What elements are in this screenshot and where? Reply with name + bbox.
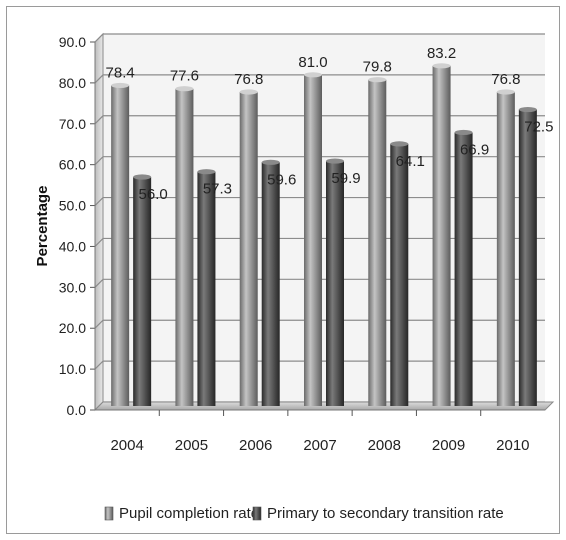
labels: 0.0 10.0 20.0 30.0 40.0 50.0 60.0 70.0 80.0 90.0 P…: [34, 34, 553, 454]
y-tick-label: 0.0: [67, 402, 87, 418]
bar-top-cap: [432, 63, 451, 69]
bar-top-cap: [261, 159, 280, 165]
bar-pupil-completion: [432, 65, 451, 406]
bar-top-cap: [239, 89, 258, 95]
bar-top-cap: [496, 89, 515, 95]
bar-top-cap: [304, 72, 322, 78]
data-label: 57.3: [203, 181, 232, 198]
bar-top-cap: [133, 174, 152, 180]
x-tick-label: 2004: [110, 437, 143, 454]
bar-pupil-completion: [111, 85, 130, 406]
bar-transition-rate: [261, 162, 280, 406]
y-tick-label: 30.0: [59, 279, 86, 295]
x-tick-label: 2010: [496, 437, 529, 454]
side-wall: [94, 32, 104, 412]
bar-pupil-completion: [496, 91, 515, 407]
data-label: 59.6: [267, 171, 296, 188]
bar-top-cap: [175, 86, 194, 92]
legend-swatch: [104, 506, 114, 521]
bar-transition-rate: [454, 132, 473, 406]
legend-entry: Pupil completion rate: [119, 505, 259, 522]
y-tick-label: 70.0: [59, 116, 86, 132]
x-tick-label: 2008: [368, 437, 401, 454]
bar-top-cap: [518, 106, 537, 113]
y-tick-label: 20.0: [59, 320, 86, 336]
data-label: 79.8: [363, 59, 392, 76]
bar-top-cap: [390, 141, 409, 147]
bar-transition-rate: [133, 177, 152, 406]
x-tick-label: 2009: [432, 437, 465, 454]
x-tick-label: 2005: [175, 437, 208, 454]
bar-pupil-completion: [368, 79, 387, 406]
y-tick-label: 10.0: [59, 361, 86, 377]
gridline: [94, 33, 545, 43]
data-label: 56.0: [139, 186, 168, 203]
legend: Pupil completion rate Primary to secondar…: [104, 505, 504, 522]
bar-transition-rate: [518, 109, 537, 407]
y-axis-title: Percentage: [34, 186, 51, 267]
bar-top-cap: [111, 82, 130, 89]
data-label: 81.0: [298, 54, 327, 71]
bar-pupil-completion: [175, 88, 194, 407]
x-tick-label: 2006: [239, 437, 272, 454]
bar-pupil-completion: [304, 74, 322, 407]
gridline: [94, 115, 545, 125]
x-tick-label: 2007: [303, 437, 336, 454]
y-tick-label: 90.0: [59, 34, 86, 50]
data-label: 76.8: [234, 71, 263, 88]
bar-top-cap: [368, 77, 387, 83]
bar-top-cap: [326, 158, 344, 164]
data-label: 72.5: [524, 119, 553, 136]
bar-transition-rate: [326, 161, 344, 406]
bar-transition-rate: [390, 143, 409, 406]
legend-entry: Primary to secondary transition rate: [267, 505, 504, 522]
gridline: [94, 74, 545, 84]
bars: [111, 63, 537, 407]
bar-top-cap: [454, 129, 473, 136]
legend-swatch: [252, 506, 262, 521]
data-label: 76.8: [491, 71, 520, 88]
y-tick-label: 50.0: [59, 198, 86, 214]
data-label: 83.2: [427, 45, 456, 62]
back-wall: [103, 34, 545, 402]
data-label: 78.4: [106, 64, 135, 81]
bar-transition-rate: [197, 171, 216, 406]
bar-top-cap: [197, 169, 216, 175]
data-label: 64.1: [396, 153, 425, 170]
floor: [93, 401, 555, 411]
data-label: 66.9: [460, 141, 489, 158]
y-tick-label: 60.0: [59, 157, 86, 173]
data-label: 59.9: [331, 170, 360, 187]
y-tick-label: 40.0: [59, 238, 86, 254]
y-tick-label: 80.0: [59, 75, 86, 91]
bar-pupil-completion: [239, 91, 258, 407]
data-label: 77.6: [170, 68, 199, 85]
